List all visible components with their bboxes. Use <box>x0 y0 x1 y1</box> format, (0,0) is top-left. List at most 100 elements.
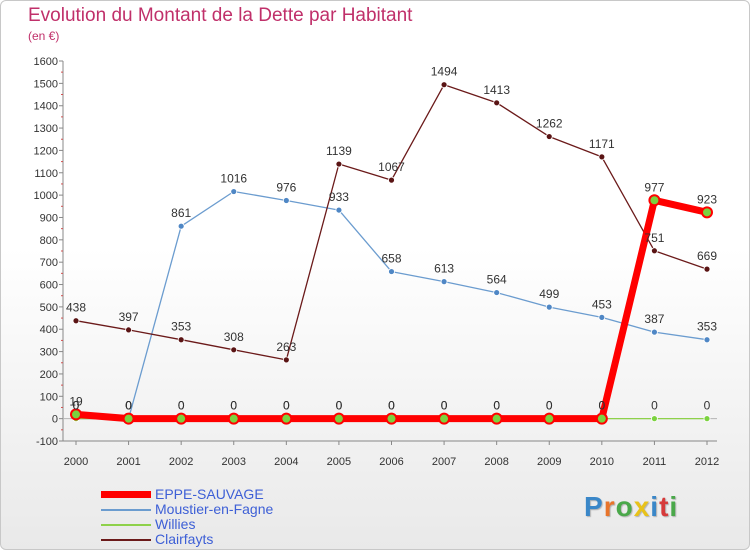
clairfayts-point <box>388 176 395 184</box>
eppe-sauvage-point <box>332 412 345 425</box>
y-tick-label: 300 <box>40 347 58 359</box>
moustier-en-fagne-point <box>230 188 238 195</box>
eppe-sauvage-data-label: 923 <box>697 192 717 206</box>
moustier-en-fagne-data-label: 0 <box>125 399 132 413</box>
willies-data-label: 0 <box>441 399 448 413</box>
chart-legend: EPPE-SAUVAGE Moustier-en-Fagne Willies Clai… <box>101 487 273 547</box>
x-tick-label: 2002 <box>169 456 193 468</box>
clairfayts-data-label: 263 <box>276 340 296 354</box>
moustier-en-fagne-data-label: 499 <box>539 287 559 301</box>
willies-data-label: 0 <box>493 399 500 413</box>
moustier-en-fagne-data-label: 933 <box>329 190 349 204</box>
clairfayts-data-label: 1171 <box>589 137 615 151</box>
clairfayts-point <box>598 153 606 161</box>
clairfayts-data-label: 1494 <box>431 65 458 79</box>
moustier-en-fagne-point <box>651 328 658 336</box>
clairfayts-data-label: 1413 <box>483 83 510 97</box>
moustier-en-fagne-point <box>282 197 290 204</box>
y-tick-label: 900 <box>40 212 58 224</box>
eppe-sauvage-point <box>543 412 556 425</box>
logo-letter: o <box>615 491 634 522</box>
clairfayts-data-label: 751 <box>644 231 664 245</box>
eppe-sauvage-data-label: 0 <box>283 399 290 413</box>
moustier-en-fagne-point <box>388 268 395 275</box>
legend-swatch <box>101 508 151 511</box>
moustier-en-fagne-data-label: 613 <box>434 262 454 276</box>
moustier-en-fagne-point <box>335 206 343 214</box>
willies-data-label: 0 <box>598 399 605 413</box>
x-tick-label: 2003 <box>222 456 246 468</box>
willies-data-label: 0 <box>336 399 343 413</box>
legend-swatch <box>101 523 151 526</box>
y-tick-label: 500 <box>40 302 58 314</box>
x-tick-label: 2008 <box>484 456 508 468</box>
logo-letter: t <box>659 491 670 522</box>
y-tick-label: 100 <box>40 391 58 403</box>
clairfayts-point <box>72 317 80 325</box>
moustier-en-fagne-point <box>177 222 185 230</box>
willies-data-label: 0 <box>704 399 711 413</box>
clairfayts-point <box>125 326 132 334</box>
clairfayts-data-label: 1262 <box>536 117 563 131</box>
eppe-sauvage-data-label: 0 <box>598 399 605 413</box>
y-tick-label: 800 <box>40 235 58 247</box>
moustier-en-fagne-point <box>703 336 711 344</box>
eppe-sauvage-point <box>648 194 661 207</box>
clairfayts-point <box>651 247 658 255</box>
moustier-en-fagne-data-label: 976 <box>276 180 296 194</box>
legend-swatch <box>101 538 151 541</box>
legend-label: Willies <box>155 516 196 532</box>
moustier-en-fagne-data-label: 353 <box>697 320 717 334</box>
x-tick-label: 2004 <box>274 456 298 468</box>
y-tick-label: 0 <box>52 414 58 426</box>
moustier-en-fagne-point <box>493 289 501 296</box>
chart-title: Evolution du Montant de la Dette par Hab… <box>28 5 413 26</box>
y-tick-label: 1100 <box>34 168 58 180</box>
eppe-sauvage-data-label: 0 <box>493 399 500 413</box>
y-tick-label: 400 <box>40 324 58 336</box>
willies-data-label: 0 <box>651 399 658 413</box>
clairfayts-point <box>703 265 711 273</box>
eppe-sauvage-data-label: 0 <box>178 399 185 413</box>
moustier-en-fagne-data-label: 861 <box>171 206 191 220</box>
moustier-en-fagne-data-label: 658 <box>381 252 401 266</box>
eppe-sauvage-point <box>490 412 503 425</box>
clairfayts-data-label: 397 <box>119 310 139 324</box>
willies-data-label: 0 <box>178 399 185 413</box>
moustier-en-fagne-data-label: 0 <box>73 399 80 413</box>
chart-subtitle: (en €) <box>28 29 60 43</box>
eppe-sauvage-data-label: 977 <box>644 180 664 194</box>
x-tick-label: 2010 <box>590 456 614 468</box>
legend-label: Clairfayts <box>155 531 214 547</box>
clairfayts-point <box>440 81 448 89</box>
y-tick-label: 1600 <box>34 56 58 68</box>
moustier-en-fagne-point <box>598 313 606 321</box>
x-tick-label: 2001 <box>116 456 140 468</box>
eppe-sauvage-data-label: 0 <box>230 399 237 413</box>
y-tick-label: -100 <box>36 436 58 448</box>
clairfayts-data-label: 1139 <box>326 144 352 158</box>
clairfayts-data-label: 1067 <box>378 160 405 174</box>
eppe-sauvage-point <box>701 206 713 219</box>
x-tick-label: 2009 <box>537 456 561 468</box>
moustier-en-fagne-point <box>545 303 553 311</box>
eppe-sauvage-data-label: 0 <box>125 399 132 413</box>
moustier-en-fagne-data-label: 564 <box>487 273 507 287</box>
eppe-sauvage-point <box>385 412 398 425</box>
logo-letter: r <box>603 491 616 522</box>
willies-data-label: 0 <box>283 399 290 413</box>
y-tick-label: 1300 <box>34 123 58 135</box>
eppe-sauvage-data-label: 0 <box>336 399 343 413</box>
clairfayts-point <box>545 133 553 140</box>
x-tick-label: 2006 <box>379 456 403 468</box>
legend-item-clairfayts: Clairfayts <box>101 532 273 547</box>
x-tick-label: 2005 <box>327 456 351 468</box>
eppe-sauvage-point <box>595 412 608 425</box>
logo-letter: i <box>650 491 660 522</box>
x-tick-label: 2000 <box>64 456 88 468</box>
clairfayts-data-label: 308 <box>224 330 244 344</box>
clairfayts-point <box>230 346 238 354</box>
clairfayts-point <box>177 336 185 344</box>
moustier-en-fagne-data-label: 387 <box>644 312 664 326</box>
